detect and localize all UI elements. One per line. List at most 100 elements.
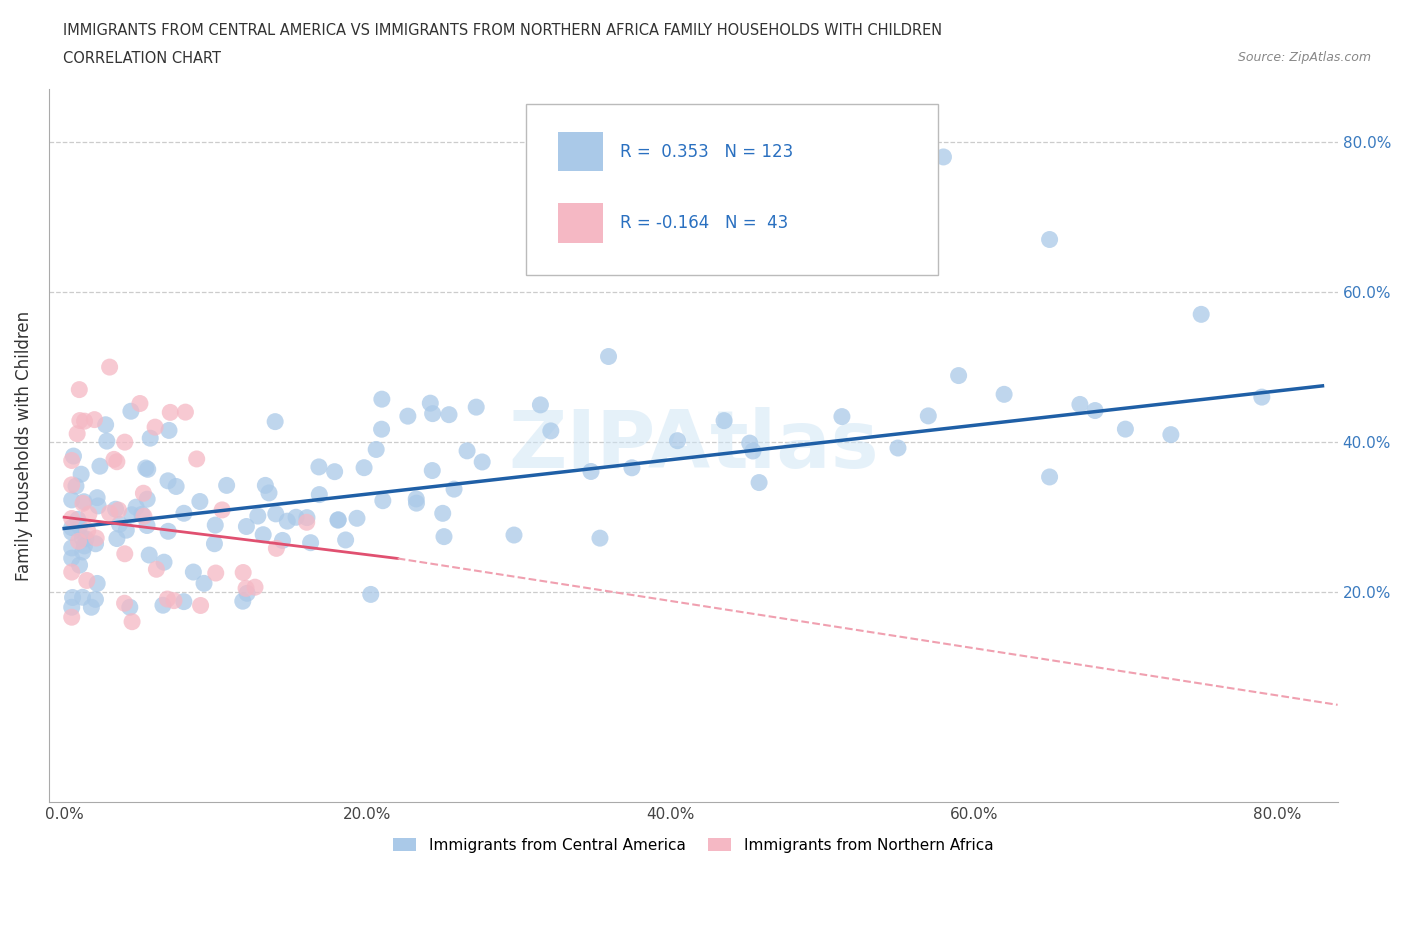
FancyBboxPatch shape: [558, 204, 603, 243]
Point: [86, 490, 108, 505]
Point: [246, 509, 269, 524]
Point: [335, 533, 357, 548]
Point: [136, 462, 159, 477]
Point: [323, 464, 346, 479]
Point: [437, 407, 460, 422]
Point: [77, 507, 100, 522]
Point: [235, 519, 257, 534]
Point: [370, 422, 392, 437]
Point: [135, 460, 157, 475]
Point: [131, 507, 153, 522]
Point: [204, 565, 226, 580]
Point: [243, 579, 266, 594]
Point: [540, 423, 562, 438]
Point: [666, 433, 689, 448]
Point: [115, 523, 138, 538]
Point: [118, 600, 141, 615]
Point: [503, 527, 526, 542]
Point: [62, 448, 84, 463]
Point: [72, 590, 94, 604]
Point: [60, 512, 83, 526]
Point: [186, 451, 208, 466]
Point: [308, 459, 330, 474]
Point: [84, 531, 107, 546]
Point: [60, 493, 83, 508]
Point: [105, 531, 128, 546]
Point: [89, 458, 111, 473]
Point: [254, 478, 277, 493]
Point: [405, 491, 427, 506]
Point: [741, 444, 763, 458]
Point: [60, 525, 83, 539]
Text: IMMIGRANTS FROM CENTRAL AMERICA VS IMMIGRANTS FROM NORTHERN AFRICA FAMILY HOUSEH: IMMIGRANTS FROM CENTRAL AMERICA VS IMMIG…: [63, 23, 942, 38]
Point: [266, 541, 288, 556]
Point: [157, 423, 180, 438]
Point: [76, 524, 98, 538]
Point: [60, 600, 83, 615]
Point: [271, 533, 294, 548]
Point: [1039, 232, 1062, 247]
Point: [165, 479, 187, 494]
Point: [73, 538, 96, 553]
Point: [86, 576, 108, 591]
Point: [60, 565, 83, 579]
Point: [465, 400, 488, 415]
Point: [932, 150, 955, 165]
Point: [156, 591, 179, 606]
Point: [60, 520, 83, 535]
Point: [193, 576, 215, 591]
Point: [60, 540, 83, 555]
Point: [103, 452, 125, 467]
Point: [73, 494, 96, 509]
Point: [121, 507, 143, 522]
Point: [252, 527, 274, 542]
Point: [257, 485, 280, 500]
Point: [138, 548, 160, 563]
Point: [136, 492, 159, 507]
Point: [1250, 390, 1272, 405]
Point: [1069, 397, 1091, 412]
Point: [60, 551, 83, 565]
Point: [738, 435, 761, 450]
Point: [211, 502, 233, 517]
Point: [62, 590, 84, 604]
Point: [396, 408, 419, 423]
Point: [598, 349, 620, 364]
Point: [295, 511, 318, 525]
Point: [529, 397, 551, 412]
Point: [276, 513, 298, 528]
Point: [107, 502, 129, 517]
Point: [443, 482, 465, 497]
Point: [73, 414, 96, 429]
Y-axis label: Family Households with Children: Family Households with Children: [15, 311, 32, 581]
Point: [139, 431, 162, 445]
Point: [366, 442, 388, 457]
FancyBboxPatch shape: [558, 132, 603, 171]
Point: [748, 475, 770, 490]
Point: [69, 413, 91, 428]
Text: CORRELATION CHART: CORRELATION CHART: [63, 51, 221, 66]
Point: [173, 594, 195, 609]
Point: [433, 529, 456, 544]
Point: [108, 517, 131, 532]
Point: [145, 562, 167, 577]
Point: [831, 409, 853, 424]
Point: [713, 413, 735, 428]
Text: Source: ZipAtlas.com: Source: ZipAtlas.com: [1237, 51, 1371, 64]
Point: [83, 412, 105, 427]
Point: [67, 534, 90, 549]
Point: [360, 587, 382, 602]
Point: [183, 565, 205, 579]
Point: [235, 581, 257, 596]
Point: [346, 511, 368, 525]
Point: [132, 485, 155, 500]
Point: [143, 419, 166, 434]
Point: [295, 515, 318, 530]
Point: [887, 441, 910, 456]
Point: [326, 512, 349, 527]
Point: [299, 536, 322, 551]
Point: [308, 487, 330, 502]
Point: [94, 418, 117, 432]
Point: [328, 512, 350, 527]
Point: [948, 368, 970, 383]
